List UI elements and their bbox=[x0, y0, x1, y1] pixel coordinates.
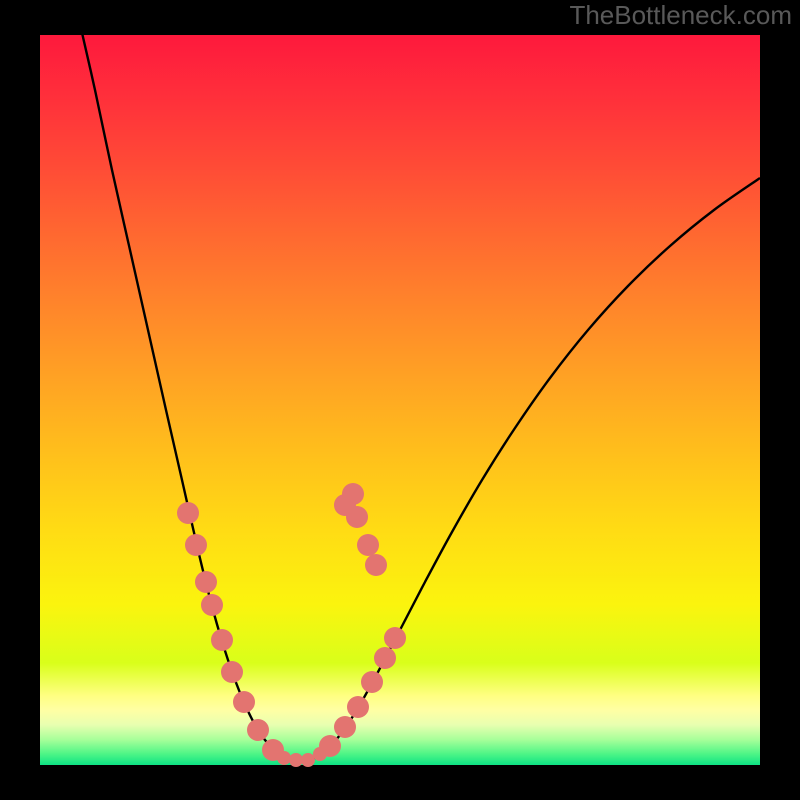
data-point bbox=[247, 719, 269, 741]
gradient-plot-area bbox=[40, 35, 760, 765]
data-point bbox=[233, 691, 255, 713]
data-point bbox=[374, 647, 396, 669]
data-point bbox=[195, 571, 217, 593]
data-point bbox=[289, 753, 303, 767]
data-point bbox=[347, 696, 369, 718]
data-point bbox=[346, 506, 368, 528]
data-point bbox=[201, 594, 223, 616]
data-point bbox=[361, 671, 383, 693]
watermark-text: TheBottleneck.com bbox=[569, 0, 792, 31]
data-point bbox=[384, 627, 406, 649]
data-point bbox=[185, 534, 207, 556]
data-point bbox=[334, 716, 356, 738]
bottleneck-chart bbox=[0, 0, 800, 800]
data-point bbox=[319, 735, 341, 757]
data-point bbox=[301, 753, 315, 767]
data-point bbox=[357, 534, 379, 556]
chart-container: TheBottleneck.com bbox=[0, 0, 800, 800]
data-point bbox=[221, 661, 243, 683]
data-point bbox=[211, 629, 233, 651]
data-point bbox=[277, 751, 291, 765]
data-point bbox=[177, 502, 199, 524]
data-point bbox=[365, 554, 387, 576]
data-point bbox=[342, 483, 364, 505]
